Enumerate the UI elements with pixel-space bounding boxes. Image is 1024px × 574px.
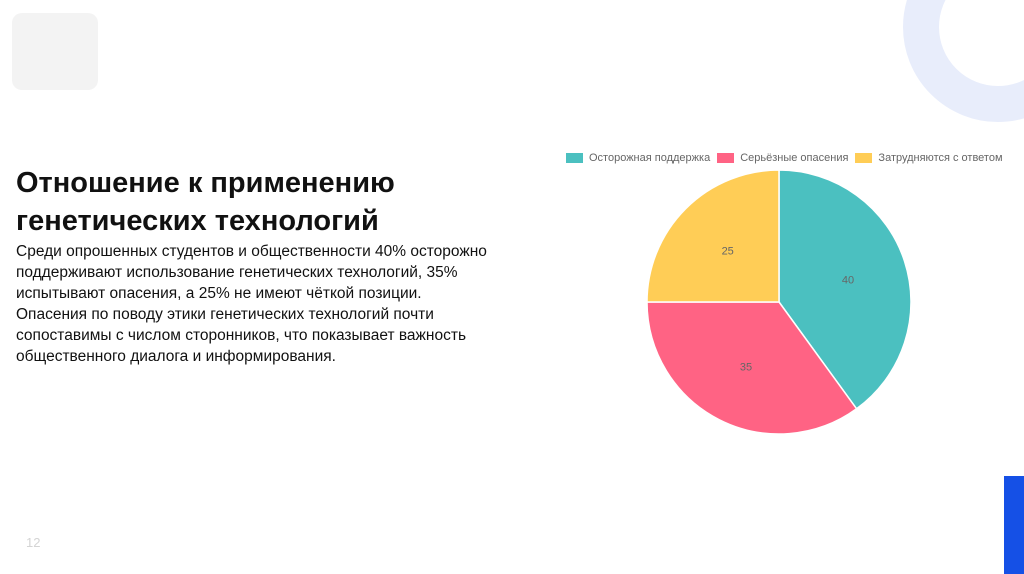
pie-slice-concerns[interactable] (646, 301, 858, 435)
slide-body: Среди опрошенных студентов и общественно… (16, 241, 496, 367)
legend-swatch-undecided (855, 153, 873, 163)
paragraph-1: Среди опрошенных студентов и общественно… (16, 243, 487, 302)
chart-legend: Осторожная поддержка Серьёзные опасения … (566, 152, 1010, 164)
pie-label-support: 40 (842, 275, 854, 287)
decorative-ring (903, 0, 1024, 122)
slide-title: Отношение к применению генетических техн… (16, 167, 395, 237)
legend-item-concerns[interactable]: Серьёзные опасения (717, 152, 848, 164)
pie-label-undecided: 25 (722, 246, 734, 258)
legend-label-concerns: Серьёзные опасения (740, 152, 849, 164)
pie-chart: 40 35 25 (646, 169, 912, 435)
pie-slice-undecided[interactable] (646, 169, 780, 303)
legend-label-support: Осторожная поддержка (589, 152, 711, 164)
pie-slice-support[interactable] (778, 169, 912, 410)
legend-swatch-support (566, 153, 583, 163)
paragraph-2: Опасения по поводу этики генетических те… (16, 306, 467, 365)
legend-swatch-concerns (717, 153, 735, 163)
legend-label-undecided: Затрудняются с ответом (878, 152, 1003, 164)
accent-bar (1004, 476, 1024, 574)
page-number: 12 (26, 535, 41, 550)
legend-item-support[interactable]: Осторожная поддержка (566, 152, 710, 164)
decorative-square (12, 13, 98, 90)
legend-item-undecided[interactable]: Затрудняются с ответом (855, 152, 1003, 164)
pie-label-concerns: 35 (740, 362, 752, 374)
